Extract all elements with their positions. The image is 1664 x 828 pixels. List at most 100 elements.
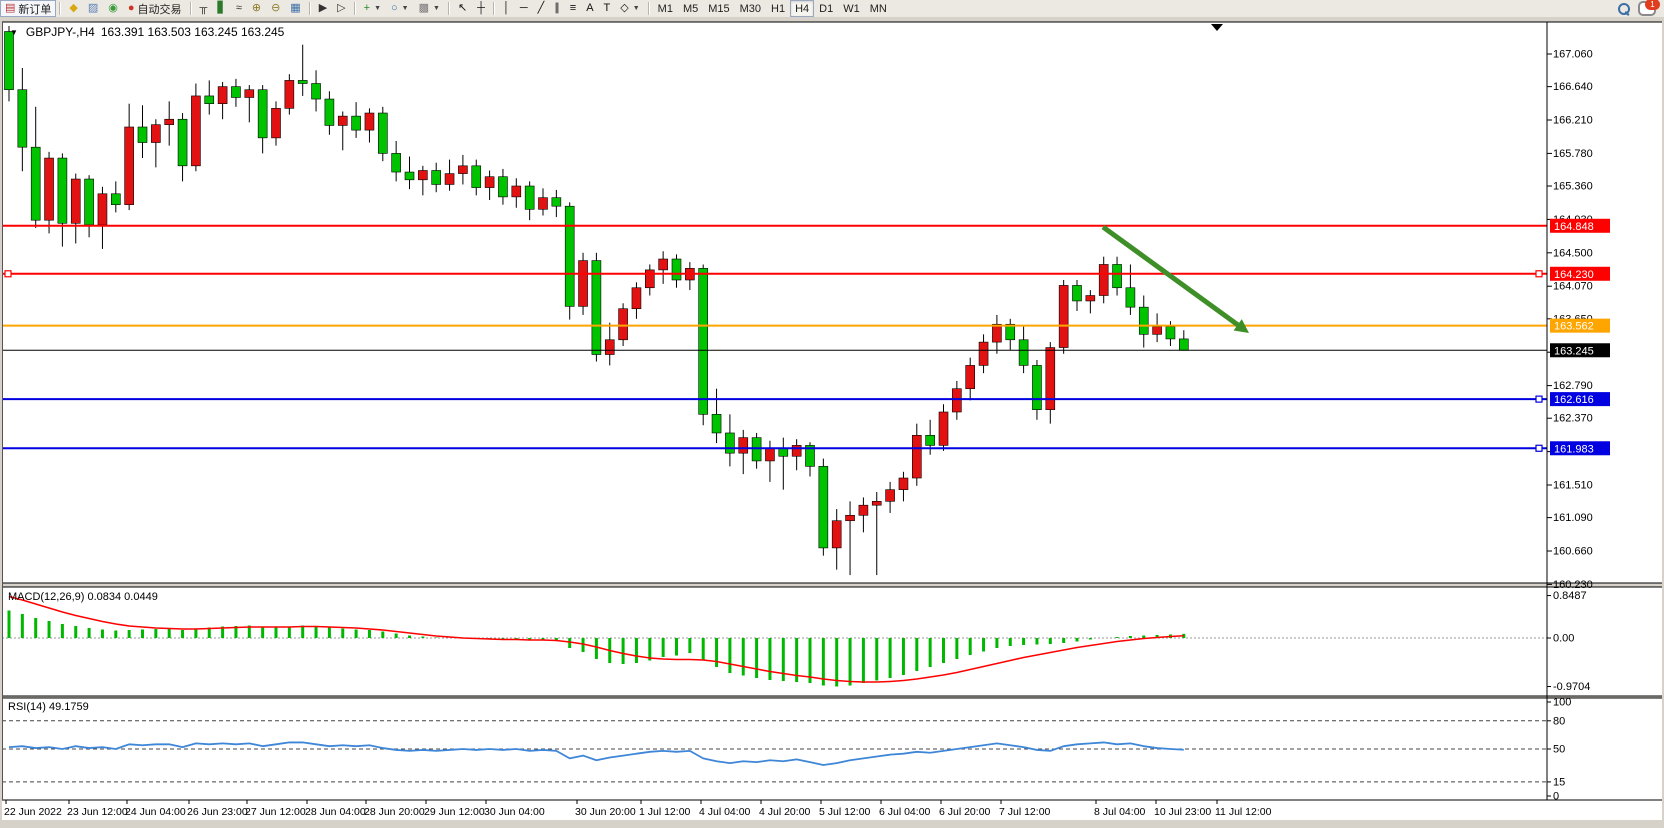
text-icon: A <box>586 2 594 14</box>
search-icon[interactable] <box>1618 2 1630 16</box>
price-tick-label: 165.360 <box>1553 181 1593 193</box>
timeframe-m5[interactable]: M5 <box>678 0 703 17</box>
zoom-out-icon[interactable]: ⊖ <box>266 0 285 17</box>
time-tick-label: 26 Jun 23:00 <box>187 806 248 818</box>
timeframe-m15[interactable]: M15 <box>703 0 734 17</box>
timeframe-h1[interactable]: H1 <box>766 0 790 17</box>
price-tick-label: 166.210 <box>1553 115 1593 127</box>
chart-canvas[interactable]: 167.060166.640166.210165.780165.360164.9… <box>2 17 1662 820</box>
horizontal-line-icon[interactable]: ─ <box>515 0 533 17</box>
chat-icon[interactable]: 1 <box>1638 0 1660 16</box>
hline-price-label: 163.562 <box>1554 321 1594 333</box>
price-tick-label: 164.500 <box>1553 247 1593 259</box>
shapes-icon[interactable]: ◇ ▼ <box>615 0 644 17</box>
time-tick-label: 4 Jul 20:00 <box>759 806 811 818</box>
time-tick-label: 30 Jun 04:00 <box>484 806 545 818</box>
time-tick-label: 4 Jul 04:00 <box>699 806 751 818</box>
templates-icon: ▩ <box>418 2 430 14</box>
timeframe-mn[interactable]: MN <box>865 0 892 17</box>
text-icon[interactable]: A <box>581 0 598 17</box>
trend-arrow-head <box>1233 319 1249 333</box>
dropdown-caret-icon: ▼ <box>401 5 409 12</box>
time-tick-label: 22 Jun 2022 <box>4 806 62 818</box>
label-icon[interactable]: T <box>599 0 616 17</box>
price-tick-label: 160.230 <box>1553 579 1593 591</box>
timeframe-h4[interactable]: H4 <box>790 0 815 17</box>
fibonacci-icon[interactable]: ≡ <box>565 0 581 17</box>
new-order-icon: ▤ <box>5 2 16 14</box>
hline-handle[interactable] <box>1535 444 1543 452</box>
vertical-line-icon: │ <box>502 2 510 14</box>
macd-signal-line <box>8 595 1184 683</box>
vertical-line-icon[interactable]: │ <box>498 0 515 17</box>
candlestick-chart-icon: ▋ <box>217 2 226 14</box>
price-tick-label: 164.070 <box>1553 281 1593 293</box>
timeframe-m1-label: M1 <box>657 2 673 15</box>
time-tick-label: 11 Jul 12:00 <box>1215 806 1272 818</box>
channel-icon[interactable]: ∥ <box>549 0 565 17</box>
horizontal-lines-group <box>2 224 1547 452</box>
time-tick-label: 23 Jun 12:00 <box>67 806 128 818</box>
autotrading-button[interactable]: ● 自动交易 <box>123 0 187 17</box>
price-tick-label: 161.090 <box>1553 512 1593 524</box>
toolbar-separator <box>59 2 62 15</box>
price-axis: 167.060166.640166.210165.780165.360164.9… <box>1547 49 1610 803</box>
new-order-button[interactable]: ▤ 新订单 <box>0 0 57 17</box>
cursor-icon: ↖ <box>457 2 468 14</box>
funnel-icon[interactable]: ◆ <box>64 0 82 17</box>
timeframe-m1[interactable]: M1 <box>653 0 678 17</box>
line-chart-icon[interactable]: ≈ <box>231 0 247 17</box>
hline-handle[interactable] <box>1535 270 1543 278</box>
tile-windows-icon[interactable]: ▦ <box>285 0 305 17</box>
chart-profile-icon[interactable]: ▨ <box>83 0 103 17</box>
indicators-icon: + <box>363 2 371 14</box>
dropdown-caret-icon: ▼ <box>632 5 640 12</box>
toolbar-separator <box>353 2 356 15</box>
indicators-icon[interactable]: + ▼ <box>359 0 386 17</box>
collapse-triangle-icon[interactable]: ▼ <box>10 27 18 37</box>
timeframe-d1[interactable]: D1 <box>814 0 838 17</box>
trendline-icon[interactable]: ╱ <box>533 0 550 17</box>
signals-icon: ◉ <box>108 2 118 14</box>
time-tick-label: 8 Jul 04:00 <box>1094 806 1146 818</box>
candlestick-chart-icon[interactable]: ▋ <box>212 0 230 17</box>
price-tick-label: 161.510 <box>1553 480 1593 492</box>
timeframe-m30[interactable]: M30 <box>735 0 766 17</box>
line-chart-icon: ≈ <box>235 2 242 14</box>
chart-shift-marker-icon[interactable] <box>1211 24 1223 31</box>
hline-handle[interactable] <box>4 270 12 278</box>
time-tick-label: 6 Jul 04:00 <box>879 806 931 818</box>
periods-icon: ○ <box>391 2 398 14</box>
templates-icon[interactable]: ▩ ▼ <box>414 0 445 17</box>
timeframe-mn-label: MN <box>869 2 887 15</box>
time-tick-label: 5 Jul 12:00 <box>819 806 871 818</box>
timeframe-h1-label: H1 <box>771 2 786 15</box>
cursor-icon[interactable]: ↖ <box>453 0 472 17</box>
signals-icon[interactable]: ◉ <box>103 0 123 17</box>
zoom-in-icon[interactable]: ⊕ <box>247 0 266 17</box>
toolbar-separator <box>647 2 650 15</box>
crosshair-icon[interactable]: ┼ <box>472 0 490 17</box>
chart-symbol-period: GBPJPY-,H4 <box>25 25 95 39</box>
label-icon: T <box>603 2 611 14</box>
trend-arrow[interactable] <box>1101 224 1243 330</box>
timeframe-m15-label: M15 <box>708 2 730 15</box>
price-tick-label: 160.660 <box>1553 546 1593 558</box>
hline-handle[interactable] <box>1535 395 1543 403</box>
macd-axis-label: 0.8487 <box>1553 590 1587 602</box>
chart-shift-icon[interactable]: ▷ <box>332 0 350 17</box>
time-tick-label: 10 Jul 23:00 <box>1154 806 1211 818</box>
timeframe-h4-label: H4 <box>795 2 810 15</box>
macd-panel <box>2 595 1547 687</box>
zoom-out-icon: ⊖ <box>271 2 281 14</box>
hline-price-label: 164.848 <box>1554 221 1594 233</box>
chart-client-area: 167.060166.640166.210165.780165.360164.9… <box>0 17 1664 828</box>
hline-price-label: 164.230 <box>1554 269 1594 281</box>
periods-icon[interactable]: ○ ▼ <box>386 0 414 17</box>
auto-scroll-icon[interactable]: ▶ <box>314 0 332 17</box>
timeframe-d1-label: D1 <box>819 2 834 15</box>
toolbar-separator <box>447 2 450 15</box>
bar-chart-icon[interactable]: ╥ <box>195 0 213 17</box>
timeframe-w1[interactable]: W1 <box>838 0 865 17</box>
